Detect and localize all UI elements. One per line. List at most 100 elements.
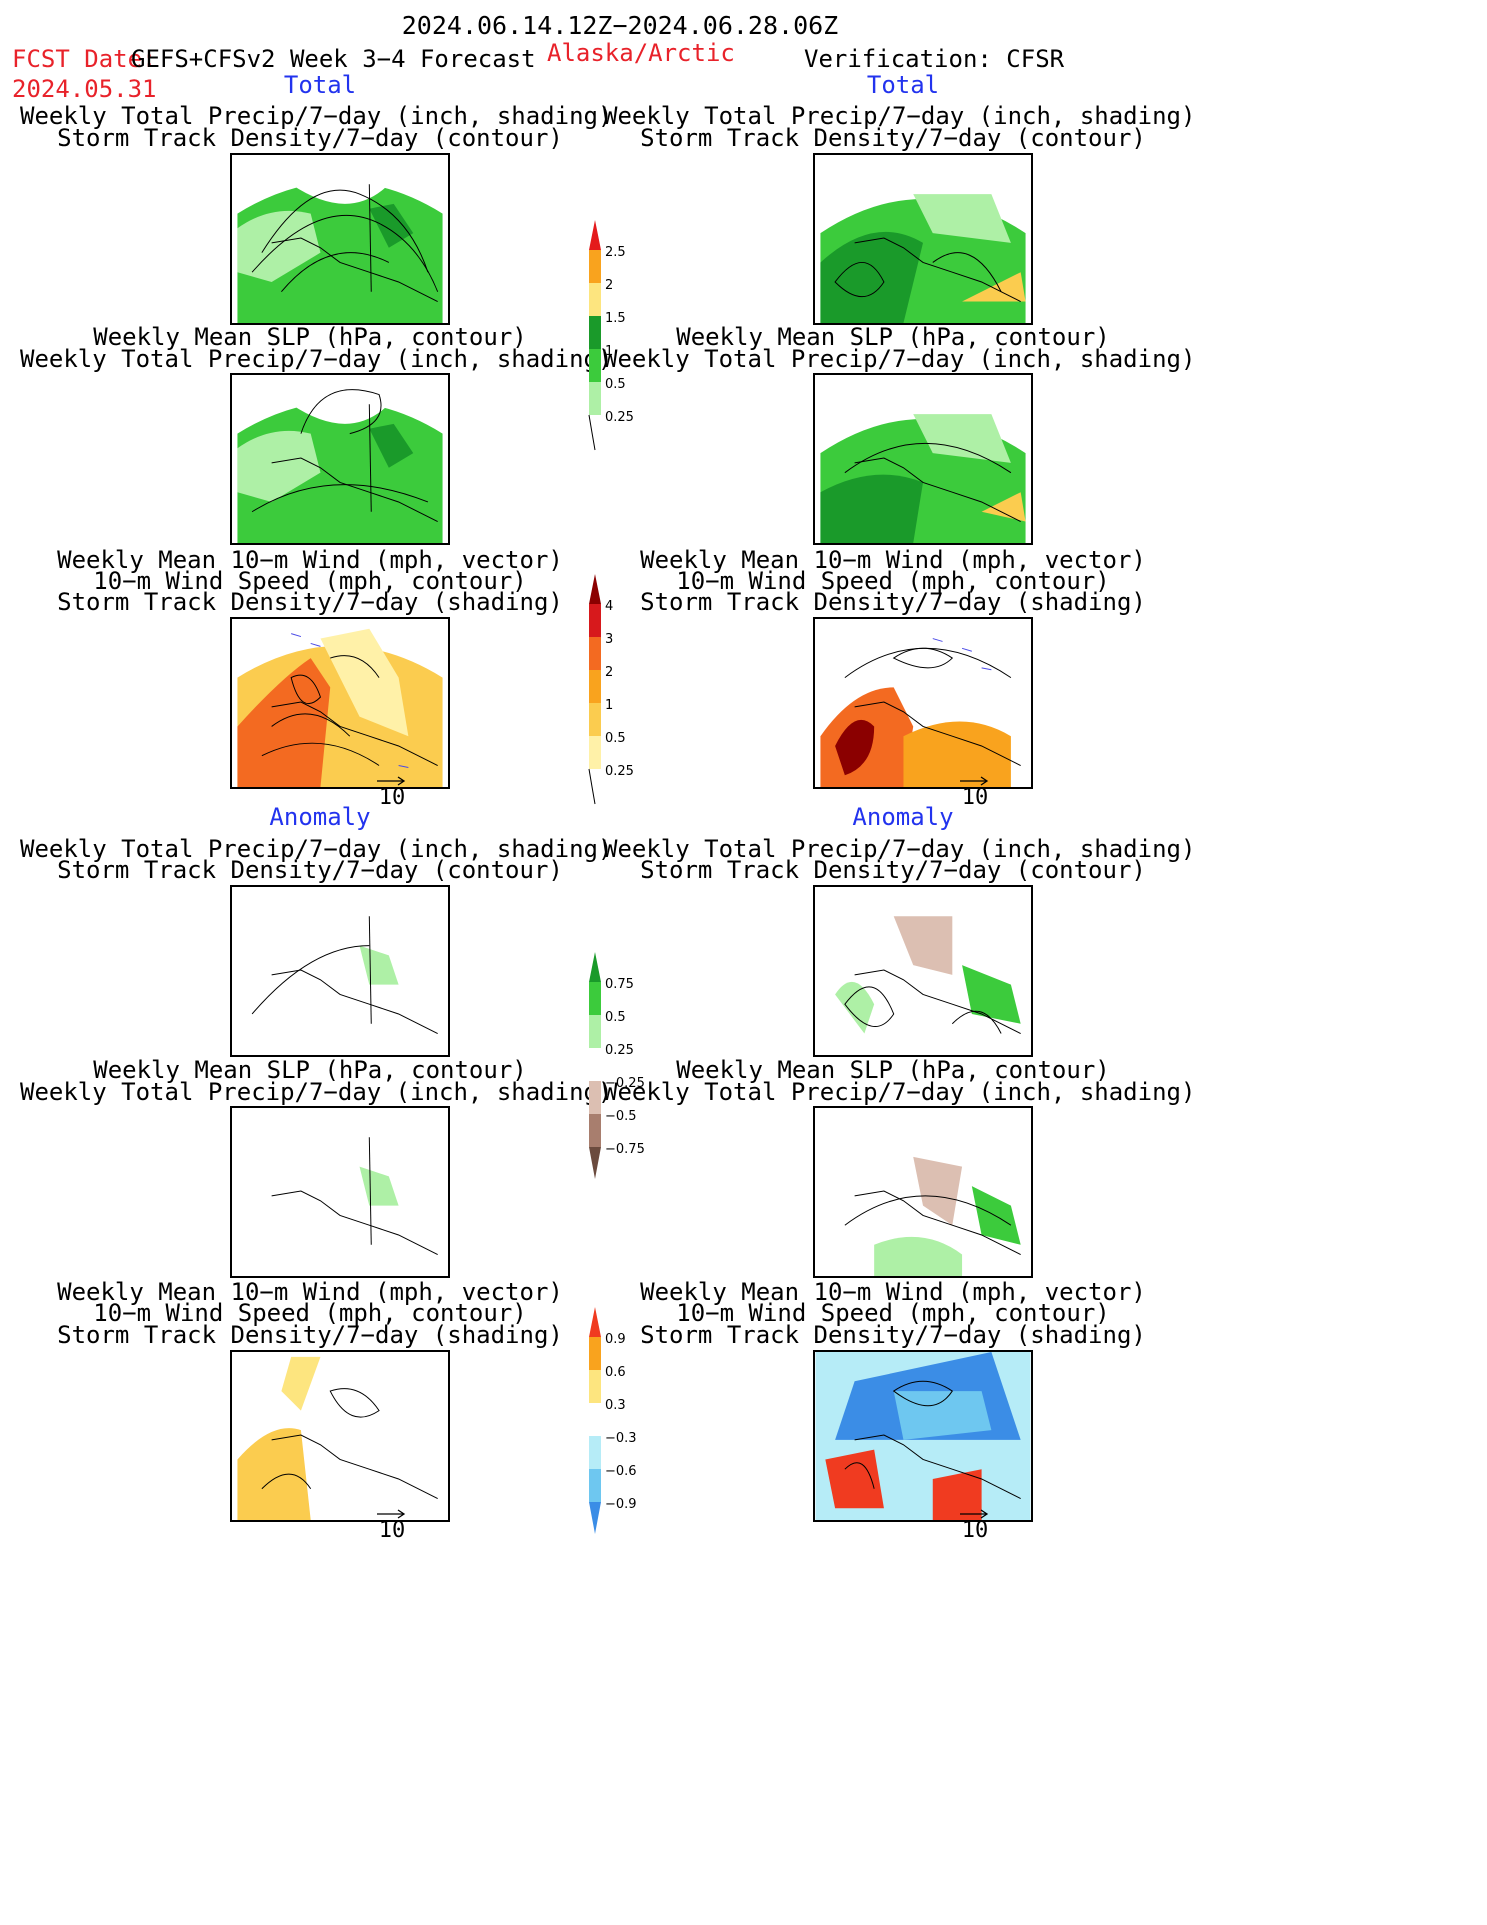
- map-total-precip-track-verification: [813, 153, 1033, 325]
- section-total-right: Total: [866, 71, 940, 99]
- fcst-date-value: 2024.05.31: [12, 75, 157, 103]
- colorbar-swatch: [589, 1370, 601, 1403]
- panel-title-line: Weekly Mean SLP (hPa, contour): [676, 1056, 1110, 1084]
- colorbar-label: −0.9: [605, 1497, 637, 1512]
- vector-reference-value: 10: [378, 1518, 406, 1543]
- colorbar-swatch: [589, 382, 601, 415]
- vector-reference: 10: [362, 1508, 422, 1542]
- colorbar-swatch: [589, 703, 601, 736]
- map-total-wind-track-forecast: [230, 617, 450, 789]
- colorbar-label: −0.75: [605, 1142, 645, 1157]
- section-anomaly-left: Anomaly: [269, 803, 371, 831]
- panel-title-line: Weekly Mean SLP (hPa, contour): [93, 323, 527, 351]
- map-anomaly-slp-precip-verification: [813, 1106, 1033, 1278]
- colorbar-swatch: [589, 1337, 601, 1370]
- colorbar-swatch: [589, 283, 601, 316]
- colorbar-swatch: [589, 670, 601, 703]
- panel-title-line: Weekly Total Precip/7−day (inch, shading…: [603, 835, 1196, 863]
- colorbar-label: 0.9: [605, 1332, 626, 1347]
- colorbar-label: 0.5: [605, 1010, 626, 1025]
- region-label: Alaska/Arctic: [547, 39, 735, 67]
- fcst-date-label: FCST Date:: [12, 45, 157, 73]
- colorbar-label: 2: [605, 278, 613, 293]
- colorbar-precip-anomaly: 0.75 0.5 0.25 −0.25 −0.5 −0.75: [586, 950, 646, 1189]
- panel-title-line: 10−m Wind Speed (mph, contour): [676, 567, 1110, 595]
- panel-title-line: Weekly Total Precip/7−day (inch, shading…: [20, 835, 613, 863]
- colorbar-swatch: [589, 1469, 601, 1502]
- colorbar-label: 0.25: [605, 410, 634, 425]
- panel-title-line: Weekly Total Precip/7−day (inch, shading…: [603, 345, 1196, 373]
- colorbar-track-anomaly: 0.9 0.6 0.3 −0.3 −0.6 −0.9: [586, 1305, 646, 1544]
- colorbar-label: 2.5: [605, 245, 626, 260]
- panel-title-line: 10−m Wind Speed (mph, contour): [93, 1299, 527, 1327]
- model-label: GEFS+CFSv2 Week 3−4 Forecast: [131, 45, 536, 73]
- panel-title-line: Storm Track Density/7−day (contour): [640, 124, 1146, 152]
- colorbar-swatch: [589, 604, 601, 637]
- verification-label: Verification: CFSR: [804, 45, 1065, 73]
- map-total-slp-precip-forecast: [230, 373, 450, 545]
- map-total-precip-track-forecast: [230, 153, 450, 325]
- colorbar-label: 0.25: [605, 764, 634, 779]
- map-total-slp-precip-verification: [813, 373, 1033, 545]
- panel-title-line: Storm Track Density/7−day (shading): [640, 1321, 1146, 1349]
- map-anomaly-slp-precip-forecast: [230, 1106, 450, 1278]
- colorbar-precip-total: 2.5 2 1.5 1 0.5 0.25: [586, 218, 646, 457]
- colorbar-label: 4: [605, 599, 613, 614]
- panel-title-line: Weekly Mean SLP (hPa, contour): [676, 323, 1110, 351]
- colorbar-swatch: [589, 1081, 601, 1114]
- colorbar-label: −0.6: [605, 1464, 637, 1479]
- colorbar-label: 0.25: [605, 1043, 634, 1058]
- panel-title-line: Weekly Mean 10−m Wind (mph, vector): [57, 1278, 563, 1306]
- colorbar-label: 0.6: [605, 1365, 626, 1380]
- colorbar-swatch: [589, 250, 601, 283]
- colorbar-end-cap: [589, 952, 601, 982]
- colorbar-track-total: 4 3 2 1 0.5 0.25: [586, 572, 646, 811]
- vector-reference: 10: [945, 1508, 1005, 1542]
- panel-title-line: Weekly Total Precip/7−day (inch, shading…: [20, 1078, 613, 1106]
- colorbar-end-cap: [589, 1307, 601, 1337]
- panel-title-line: Storm Track Density/7−day (shading): [57, 1321, 563, 1349]
- panel-title-line: Weekly Mean SLP (hPa, contour): [93, 1056, 527, 1084]
- panel-title-line: 10−m Wind Speed (mph, contour): [93, 567, 527, 595]
- colorbar-swatch: [589, 1015, 601, 1048]
- map-anomaly-wind-track-verification: [813, 1350, 1033, 1522]
- colorbar-swatch: [589, 349, 601, 382]
- colorbar-label: −0.25: [605, 1076, 645, 1091]
- colorbar-label: 0.5: [605, 377, 626, 392]
- panel-title-line: Weekly Mean 10−m Wind (mph, vector): [640, 1278, 1146, 1306]
- section-anomaly-right: Anomaly: [852, 803, 954, 831]
- panel-title-line: Weekly Total Precip/7−day (inch, shading…: [20, 345, 613, 373]
- panel-title-line: Storm Track Density/7−day (shading): [640, 588, 1146, 616]
- vector-reference: 10: [945, 775, 1005, 809]
- colorbar-end-cap: [589, 574, 601, 604]
- panel-title-line: Weekly Total Precip/7−day (inch, shading…: [603, 1078, 1196, 1106]
- colorbar-swatch: [589, 316, 601, 349]
- colorbar-end-cap: [589, 1147, 601, 1179]
- panel-title-line: Storm Track Density/7−day (contour): [640, 856, 1146, 884]
- colorbar-swatch: [589, 1403, 601, 1436]
- vector-reference-value: 10: [961, 785, 989, 810]
- panel-title-line: Weekly Total Precip/7−day (inch, shading…: [20, 102, 613, 130]
- panel-title-line: Weekly Total Precip/7−day (inch, shading…: [603, 102, 1196, 130]
- colorbar-swatch: [589, 637, 601, 670]
- colorbar-label: 0.75: [605, 977, 634, 992]
- colorbar-label: 2: [605, 665, 613, 680]
- panel-title-line: Weekly Mean 10−m Wind (mph, vector): [57, 546, 563, 574]
- colorbar-label: 0.3: [605, 1398, 626, 1413]
- colorbar-end-cap: [589, 220, 601, 250]
- colorbar-label: −0.5: [605, 1109, 637, 1124]
- colorbar-label: −0.3: [605, 1431, 637, 1446]
- vector-reference-value: 10: [961, 1518, 989, 1543]
- vector-reference: 10: [362, 775, 422, 809]
- map-anomaly-precip-track-verification: [813, 885, 1033, 1057]
- map-total-wind-track-verification: [813, 617, 1033, 789]
- colorbar-label: 1: [605, 344, 613, 359]
- panel-title-line: Storm Track Density/7−day (contour): [57, 124, 563, 152]
- panel-title-line: Storm Track Density/7−day (contour): [57, 856, 563, 884]
- colorbar-swatch: [589, 982, 601, 1015]
- panel-title-line: Weekly Mean 10−m Wind (mph, vector): [640, 546, 1146, 574]
- colorbar-swatch: [589, 1114, 601, 1147]
- vector-reference-value: 10: [378, 785, 406, 810]
- colorbar-label: 1: [605, 698, 613, 713]
- date-range-title: 2024.06.14.12Z−2024.06.28.06Z: [401, 11, 839, 40]
